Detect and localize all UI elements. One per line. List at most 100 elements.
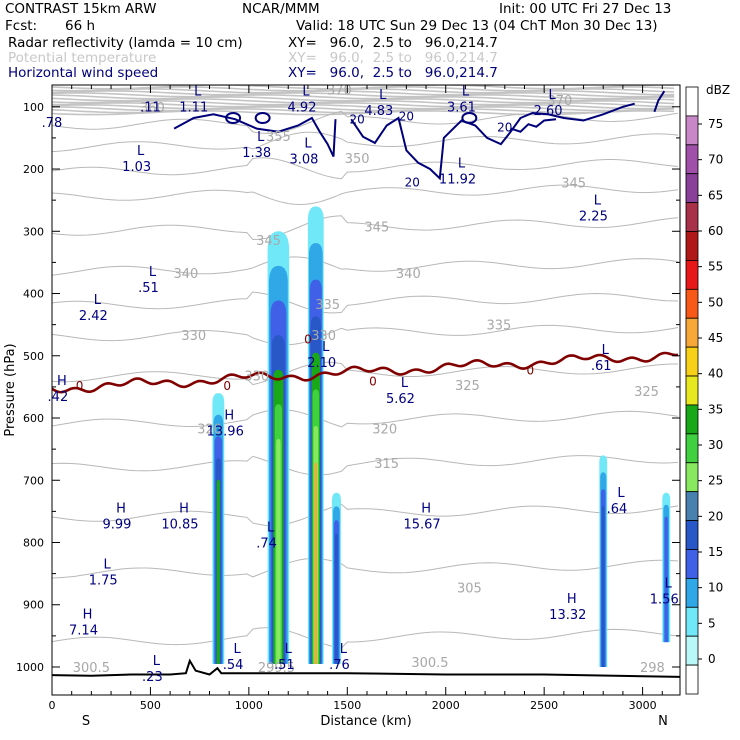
y-axis-label: Pressure (hPa): [3, 343, 18, 436]
theta-contour: [52, 361, 678, 386]
fcst-value: 66 h: [65, 18, 96, 34]
colorbar-cell: [685, 520, 699, 550]
reflectivity-band-4-20: [601, 506, 605, 667]
field-xy-theta: XY= 96.0, 2.5 to 96.0,214.7: [288, 50, 498, 66]
colorbar-label: 30: [708, 438, 723, 452]
extremum-value: .61: [591, 359, 612, 374]
colorbar-cell: [685, 346, 699, 377]
extremum-kind: L: [401, 376, 409, 391]
colorbar-label: 5: [708, 616, 716, 630]
colorbar-cell: [685, 173, 699, 204]
reflectivity-cells: [212, 206, 671, 667]
theta-label: 345: [364, 220, 389, 235]
colorbar-cell: [685, 577, 699, 608]
x-tick-label: 500: [140, 699, 161, 712]
wind-contour-20: [173, 113, 337, 158]
field-xy-wind: XY= 96.0, 2.5 to 96.0,214.7: [288, 65, 498, 81]
y-tick-label: 900: [23, 599, 44, 612]
extremum-value: .51: [274, 658, 295, 673]
theta-contour-strato: [52, 90, 675, 96]
theta-label: 315: [374, 457, 399, 472]
wind-label: 20: [399, 109, 414, 123]
colorbar-cell: [685, 491, 699, 521]
x-tick-label: 1500: [333, 699, 361, 712]
theta-contour: [52, 110, 679, 134]
extremum-kind: L: [379, 88, 387, 103]
theta-label: 335: [486, 319, 511, 334]
colorbar-label: 60: [708, 224, 723, 238]
reflectivity-band-0-25: [216, 479, 220, 664]
colorbar-label: 45: [708, 331, 723, 345]
theta-label: 330: [311, 329, 336, 344]
extremum-value: 15.67: [403, 518, 440, 533]
colorbar-cell: [685, 231, 699, 261]
extremum-kind: H: [421, 502, 431, 517]
extremum-value: .76: [329, 658, 350, 673]
extremum-kind: L: [137, 144, 145, 159]
reflectivity-band-3-20: [335, 533, 338, 664]
extremum-value: 2.10: [307, 356, 336, 371]
colorbar-cell: [685, 433, 699, 464]
colorbar-cell-top: [685, 86, 699, 117]
colorbar-label: 40: [708, 367, 723, 381]
x-tick-label: 3000: [629, 699, 657, 712]
colorbar-label: 15: [708, 545, 723, 559]
theta-label: 340: [396, 267, 421, 282]
extremum-kind: L: [104, 558, 112, 573]
colorbar-cell: [685, 144, 699, 175]
y-tick-label: 200: [23, 163, 44, 176]
y-tick-label: 1000: [16, 661, 44, 674]
field-xy-reflectivity: XY= 96.0, 2.5 to 96.0,214.7: [288, 35, 498, 51]
zero-wind-contour: [52, 351, 679, 394]
theta-contour: [52, 558, 679, 579]
extremum-kind: L: [153, 654, 161, 669]
colorbar-label: 50: [708, 295, 723, 309]
extremum-kind: L: [94, 293, 102, 308]
theta-contour: [52, 256, 679, 276]
colorbar-cell: [685, 317, 699, 348]
theta-label: 345: [561, 177, 586, 192]
extremum-value: 2.25: [579, 210, 608, 225]
theta-contours: [52, 85, 679, 649]
extremum-kind: L: [304, 136, 312, 151]
terrain: [52, 658, 680, 678]
theta-label: 355: [266, 130, 291, 145]
extremum-kind: L: [617, 486, 625, 501]
wind-contour-closed: [254, 111, 271, 124]
extremum-value: 3.61: [447, 101, 476, 116]
extremum-kind: L: [233, 642, 241, 657]
extremum-value: .42: [48, 390, 69, 405]
extremum-value: .74: [256, 536, 277, 551]
extremum-kind: L: [602, 343, 610, 358]
extremum-kind: H: [567, 592, 577, 607]
colorbar-label: 65: [708, 188, 723, 202]
theta-label: 330: [244, 370, 269, 385]
north-label: N: [658, 714, 668, 729]
extremum-kind: L: [285, 642, 293, 657]
extremum-value: 1.11: [179, 101, 208, 116]
theta-label: 360: [140, 101, 165, 116]
theta-label: 325: [634, 385, 659, 400]
colorbar-cell: [685, 202, 699, 232]
wind-contour-20: [350, 102, 635, 181]
theta-contour: [52, 503, 679, 527]
colorbar-unit: dBZ: [706, 83, 730, 97]
theta-label: 320: [197, 423, 222, 438]
extremum-value: 11.92: [439, 172, 476, 187]
theta-contour-strato: [52, 88, 675, 94]
extremum-kind: L: [458, 156, 466, 171]
colorbar-cell-bottom: [685, 664, 699, 695]
x-axis-label: Distance (km): [320, 714, 411, 729]
theta-contour-strato: [52, 104, 675, 110]
theta-label: 350: [345, 152, 370, 167]
theta-contour: [52, 409, 679, 428]
wind-contours: [52, 90, 679, 394]
wind-label: 0: [369, 375, 377, 389]
colorbar-cell: [685, 606, 699, 637]
y-tick-label: 100: [23, 101, 44, 114]
contour-labels: 360 355 370 370 350 345 345 345 340 340 335 335 330 3…: [42, 83, 679, 685]
theta-label: 305: [457, 581, 482, 596]
wind-label: 20: [497, 121, 512, 135]
wind-label: 20: [405, 175, 420, 189]
extremum-kind: H: [83, 608, 93, 623]
